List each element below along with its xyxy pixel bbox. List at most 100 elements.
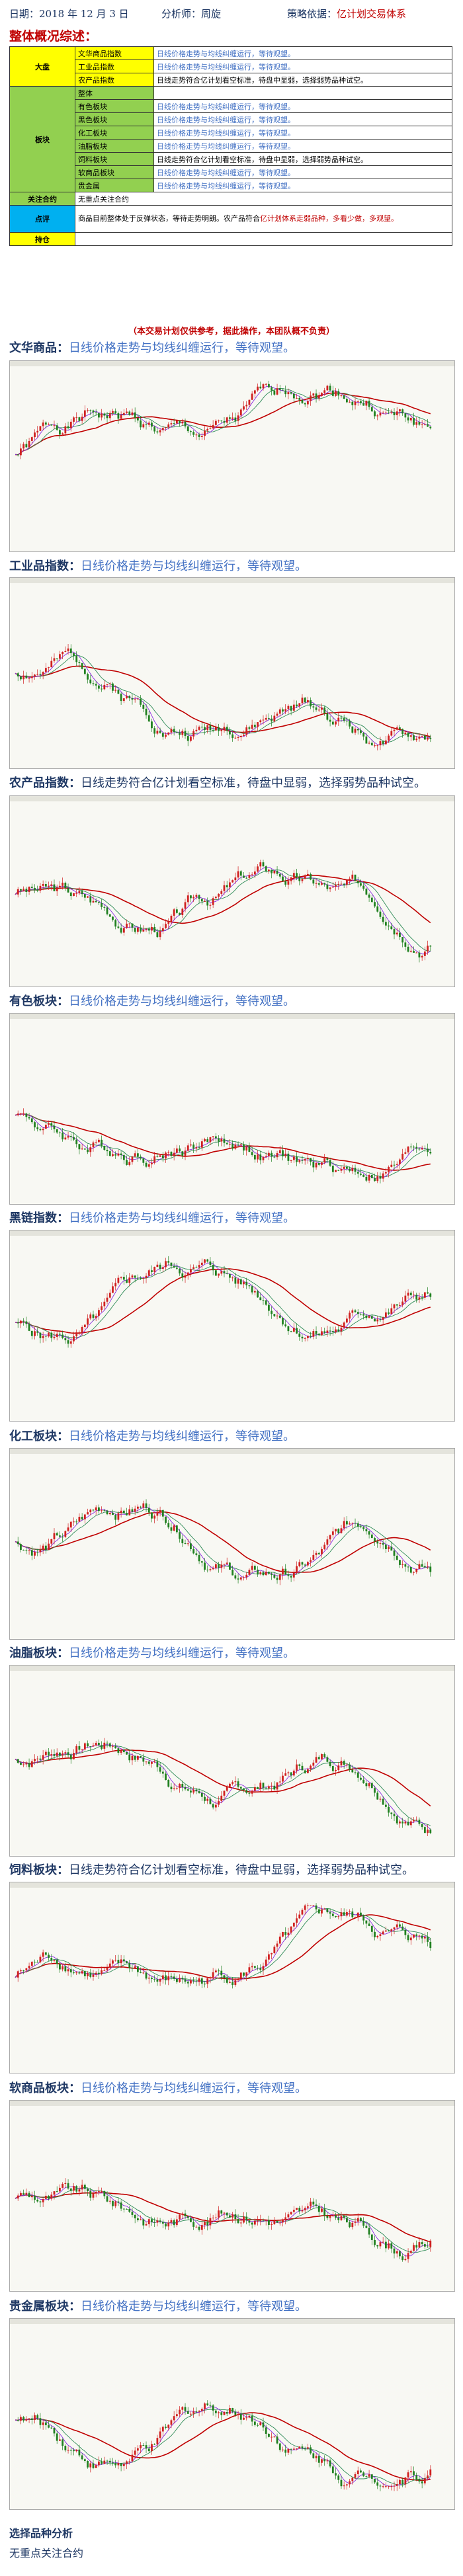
candle-body bbox=[87, 2189, 89, 2192]
bankuai-row-status: 日线走势符合亿计划看空标准，待盘中显弱，选择弱势品种试空。 bbox=[153, 152, 452, 166]
overview-title: 整体概况综述： bbox=[9, 29, 98, 44]
candle-body bbox=[376, 1935, 379, 1938]
candle-body bbox=[184, 2213, 187, 2217]
candle-body bbox=[396, 2484, 398, 2486]
candle-body bbox=[345, 2484, 348, 2486]
candle-body bbox=[382, 1798, 384, 1805]
candle-body bbox=[276, 1782, 278, 1790]
candle-body bbox=[357, 1912, 359, 1917]
candle-body bbox=[206, 725, 209, 731]
candle-body bbox=[81, 2455, 83, 2460]
candle-body bbox=[50, 884, 53, 886]
candle-body bbox=[298, 1562, 301, 1566]
candle-body bbox=[282, 709, 284, 712]
candle-body bbox=[243, 1577, 245, 1578]
candle-body bbox=[140, 420, 142, 428]
candle-body bbox=[103, 1301, 106, 1307]
candle-body bbox=[34, 1552, 36, 1556]
candle-body bbox=[67, 1340, 69, 1344]
candle-body bbox=[17, 1541, 19, 1545]
candle-body bbox=[239, 2222, 242, 2224]
candle-body bbox=[179, 2214, 181, 2220]
kline-drawing bbox=[10, 578, 454, 750]
candle-body bbox=[131, 1156, 134, 1162]
candle-body bbox=[195, 434, 198, 436]
candle-body bbox=[34, 1759, 36, 1761]
candle-body bbox=[354, 1310, 357, 1312]
candle-body bbox=[343, 395, 345, 399]
candle-body bbox=[354, 1917, 357, 1918]
candle-body bbox=[310, 1158, 312, 1162]
candle-body bbox=[167, 732, 170, 735]
chicang-value bbox=[75, 232, 452, 246]
candle-body bbox=[48, 424, 50, 425]
candle-body bbox=[17, 889, 19, 895]
candle-body bbox=[204, 901, 206, 902]
candle-body bbox=[259, 1572, 262, 1574]
candle-body bbox=[75, 1332, 78, 1337]
candle-body bbox=[206, 901, 209, 906]
candle-body bbox=[268, 1152, 270, 1156]
candle-body bbox=[173, 1525, 175, 1531]
candle-body bbox=[192, 1789, 195, 1793]
candle-body bbox=[427, 424, 429, 427]
candle-body bbox=[429, 1941, 432, 1949]
candle-body bbox=[374, 1538, 376, 1542]
kline-drawing bbox=[10, 1882, 454, 1989]
candle-body bbox=[237, 2219, 239, 2224]
candle-body bbox=[108, 1963, 111, 1968]
candle-body bbox=[376, 1792, 379, 1800]
candle-body bbox=[312, 1162, 315, 1168]
candle-body bbox=[399, 1560, 401, 1565]
candle-body bbox=[209, 2405, 212, 2406]
candle-body bbox=[153, 926, 156, 932]
section-title: 黑链指数：日线价格走势与均线纠缠运行，等待观望。 bbox=[9, 1209, 295, 1226]
candle-body bbox=[209, 905, 212, 906]
candle-body bbox=[360, 2470, 362, 2473]
candle-body bbox=[290, 1331, 292, 1332]
candle-body bbox=[22, 675, 25, 680]
candle-body bbox=[126, 923, 128, 928]
moving-average-line bbox=[15, 1506, 431, 1578]
candle-body bbox=[229, 1562, 231, 1570]
candle-body bbox=[64, 2446, 67, 2450]
candle-body bbox=[296, 2448, 298, 2450]
candle-body bbox=[122, 2208, 125, 2210]
candle-body bbox=[253, 2421, 256, 2425]
candle-body bbox=[145, 1761, 147, 1763]
candle-body bbox=[34, 1122, 36, 1128]
candle-body bbox=[181, 1783, 184, 1788]
candle-body bbox=[134, 1275, 136, 1278]
candle-body bbox=[357, 1772, 359, 1778]
candle-body bbox=[126, 411, 128, 413]
candle-body bbox=[198, 434, 200, 437]
candle-body bbox=[298, 1764, 301, 1766]
candle-body bbox=[192, 1145, 195, 1149]
candle-body bbox=[204, 1259, 206, 1263]
bankuai-row-status bbox=[153, 86, 452, 100]
candle-body bbox=[307, 873, 309, 875]
candle-body bbox=[326, 385, 329, 391]
candle-body bbox=[92, 1314, 95, 1318]
candle-body bbox=[331, 1531, 334, 1535]
candle-body bbox=[223, 1791, 226, 1796]
kline-drawing bbox=[10, 1230, 454, 1348]
candle-body bbox=[354, 874, 357, 881]
candle-body bbox=[218, 1138, 220, 1142]
candle-body bbox=[22, 1970, 25, 1972]
candle-body bbox=[351, 401, 354, 405]
candle-body bbox=[429, 1293, 432, 1297]
candle-body bbox=[349, 401, 351, 403]
candle-body bbox=[117, 1277, 120, 1283]
candle-body bbox=[69, 1341, 72, 1344]
candle-body bbox=[329, 887, 331, 889]
candle-body bbox=[89, 2191, 92, 2198]
candle-body bbox=[343, 1761, 345, 1765]
candle-body bbox=[108, 1293, 111, 1298]
candle-body bbox=[317, 1334, 320, 1336]
candle-body bbox=[187, 1982, 189, 1984]
candle-body bbox=[106, 1297, 108, 1302]
candle-body bbox=[234, 1145, 237, 1149]
candle-body bbox=[335, 2215, 337, 2218]
candle-body bbox=[232, 1982, 234, 1986]
